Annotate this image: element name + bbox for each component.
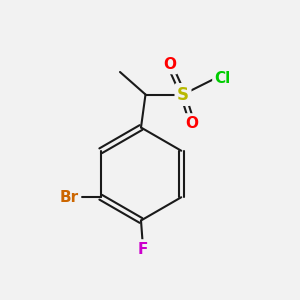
Text: Cl: Cl (214, 70, 231, 86)
Text: F: F (137, 242, 148, 256)
Text: S: S (177, 85, 189, 103)
Text: O: O (163, 57, 176, 72)
Text: O: O (185, 116, 199, 130)
Text: Br: Br (60, 190, 79, 205)
